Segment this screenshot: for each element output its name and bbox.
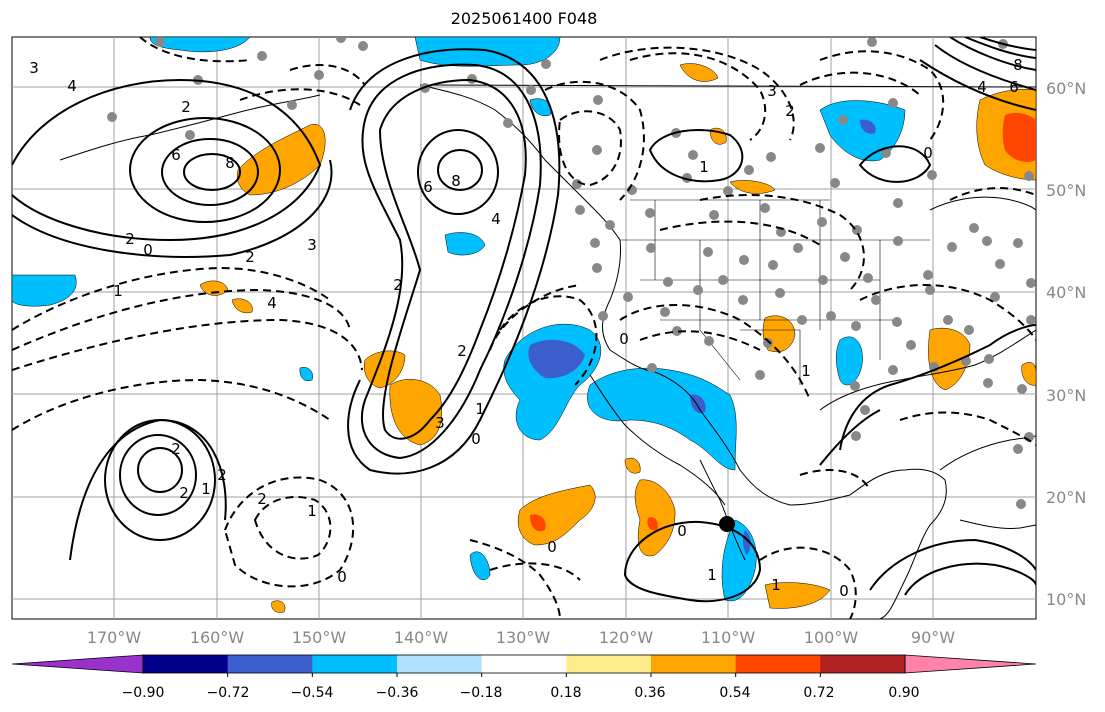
lat-label-60n: 60°N: [1046, 79, 1086, 98]
contour-label: 4: [491, 210, 501, 228]
contour-label: 2: [257, 490, 267, 508]
lon-label-130w: 130°W: [496, 628, 551, 647]
lon-label-140w: 140°W: [394, 628, 449, 647]
contour-label: 1: [475, 400, 485, 418]
contour-label: 2: [785, 102, 795, 120]
lon-label-170w: 170°W: [87, 628, 142, 647]
colorbar-tick: −0.54: [291, 685, 334, 701]
colorbar-tick: 0.36: [634, 685, 665, 701]
graticule: [12, 37, 1036, 619]
map-title: 2025061400 F048: [450, 9, 598, 28]
contour-label: 4: [977, 78, 987, 96]
contour-label: 4: [267, 294, 277, 312]
contour-label: 8: [225, 154, 235, 172]
lon-label-160w: 160°W: [190, 628, 245, 647]
solid-contours: [12, 37, 1036, 603]
colorbar-segment: [566, 655, 652, 673]
contour-label: 6: [423, 178, 433, 196]
colorbar-segment: [735, 655, 821, 673]
colorbar-extend-low: [11, 654, 144, 674]
contour-labels: 3 4 2 6 8 0 2 3 1 2 4 6 8 4 2 1 0 2 3 2 …: [29, 56, 1023, 600]
colorbar-segment: [143, 655, 229, 673]
lat-label-50n: 50°N: [1046, 181, 1086, 200]
colorbar-tick: −0.90: [122, 685, 165, 701]
colorbar-tick: 0.54: [719, 685, 750, 701]
longitude-labels: 170°W 160°W 150°W 140°W 130°W 120°W 110°…: [87, 628, 955, 647]
colorbar-tick: 0.72: [803, 685, 834, 701]
contour-label: 8: [451, 172, 461, 190]
colorbar-extend-high: [904, 654, 1037, 674]
contour-label: 2: [245, 248, 255, 266]
colorbar-tick: −0.72: [207, 685, 250, 701]
contour-label: 2: [217, 466, 227, 484]
contour-label: 2: [393, 276, 403, 294]
colorbar-segment: [397, 655, 483, 673]
contour-label: 1: [771, 576, 781, 594]
lon-label-120w: 120°W: [599, 628, 654, 647]
contour-label: 0: [619, 330, 629, 348]
contour-label: 0: [547, 538, 557, 556]
contour-label: 2: [181, 98, 191, 116]
contour-label: 3: [307, 236, 317, 254]
colorbar-tick: 0.18: [550, 685, 581, 701]
contour-label: 0: [839, 582, 849, 600]
station-markers: [107, 37, 1036, 509]
contour-label: 8: [1013, 56, 1023, 74]
strong-positive-shading: [530, 112, 1036, 532]
colorbar-segment: [651, 655, 737, 673]
contour-label: 0: [677, 522, 687, 540]
latitude-labels: 60°N 50°N 40°N 30°N 20°N 10°N: [1046, 79, 1086, 609]
contour-label: 0: [143, 241, 153, 259]
coastlines: [59, 84, 1036, 619]
contour-label: 3: [767, 82, 777, 100]
contour-label: 0: [337, 568, 347, 586]
lon-label-150w: 150°W: [292, 628, 347, 647]
contour-label: 6: [171, 146, 181, 164]
contour-label: 0: [471, 430, 481, 448]
colorbar-tick: 0.90: [888, 685, 919, 701]
colorbar-segment: [312, 655, 398, 673]
contour-label: 1: [699, 158, 709, 176]
strong-negative-shading: [528, 119, 876, 555]
contour-label: 2: [179, 484, 189, 502]
contour-label: 2: [125, 230, 135, 248]
colorbar-segment: [820, 655, 906, 673]
contour-label: 1: [307, 502, 317, 520]
lat-label-30n: 30°N: [1046, 386, 1086, 405]
lat-label-10n: 10°N: [1046, 590, 1086, 609]
colorbar: [11, 654, 1037, 677]
colorbar-segment: [227, 655, 313, 673]
lon-label-110w: 110°W: [701, 628, 756, 647]
contour-label: 1: [113, 282, 123, 300]
colorbar-tick: −0.36: [376, 685, 419, 701]
contour-label: 1: [801, 362, 811, 380]
colorbar-outline: [142, 654, 906, 674]
lon-label-100w: 100°W: [804, 628, 859, 647]
contour-label: 3: [435, 414, 445, 432]
contour-label: 3: [29, 59, 39, 77]
contour-label: 1: [707, 566, 717, 584]
contour-label: 6: [1009, 78, 1019, 96]
colorbar-tick: −0.18: [460, 685, 503, 701]
contour-label: 1: [201, 480, 211, 498]
contour-label: 4: [67, 77, 77, 95]
colorbar-ticks: −0.90 −0.72 −0.54 −0.36 −0.18 0.18 0.36 …: [122, 685, 920, 701]
dashed-contours: [12, 37, 1036, 619]
lat-label-40n: 40°N: [1046, 283, 1086, 302]
contour-label: 2: [457, 342, 467, 360]
contour-label: 2: [171, 440, 181, 458]
lon-label-90w: 90°W: [911, 628, 955, 647]
lat-label-20n: 20°N: [1046, 488, 1086, 507]
contour-label: 0: [923, 144, 933, 162]
colorbar-segment: [481, 655, 567, 673]
